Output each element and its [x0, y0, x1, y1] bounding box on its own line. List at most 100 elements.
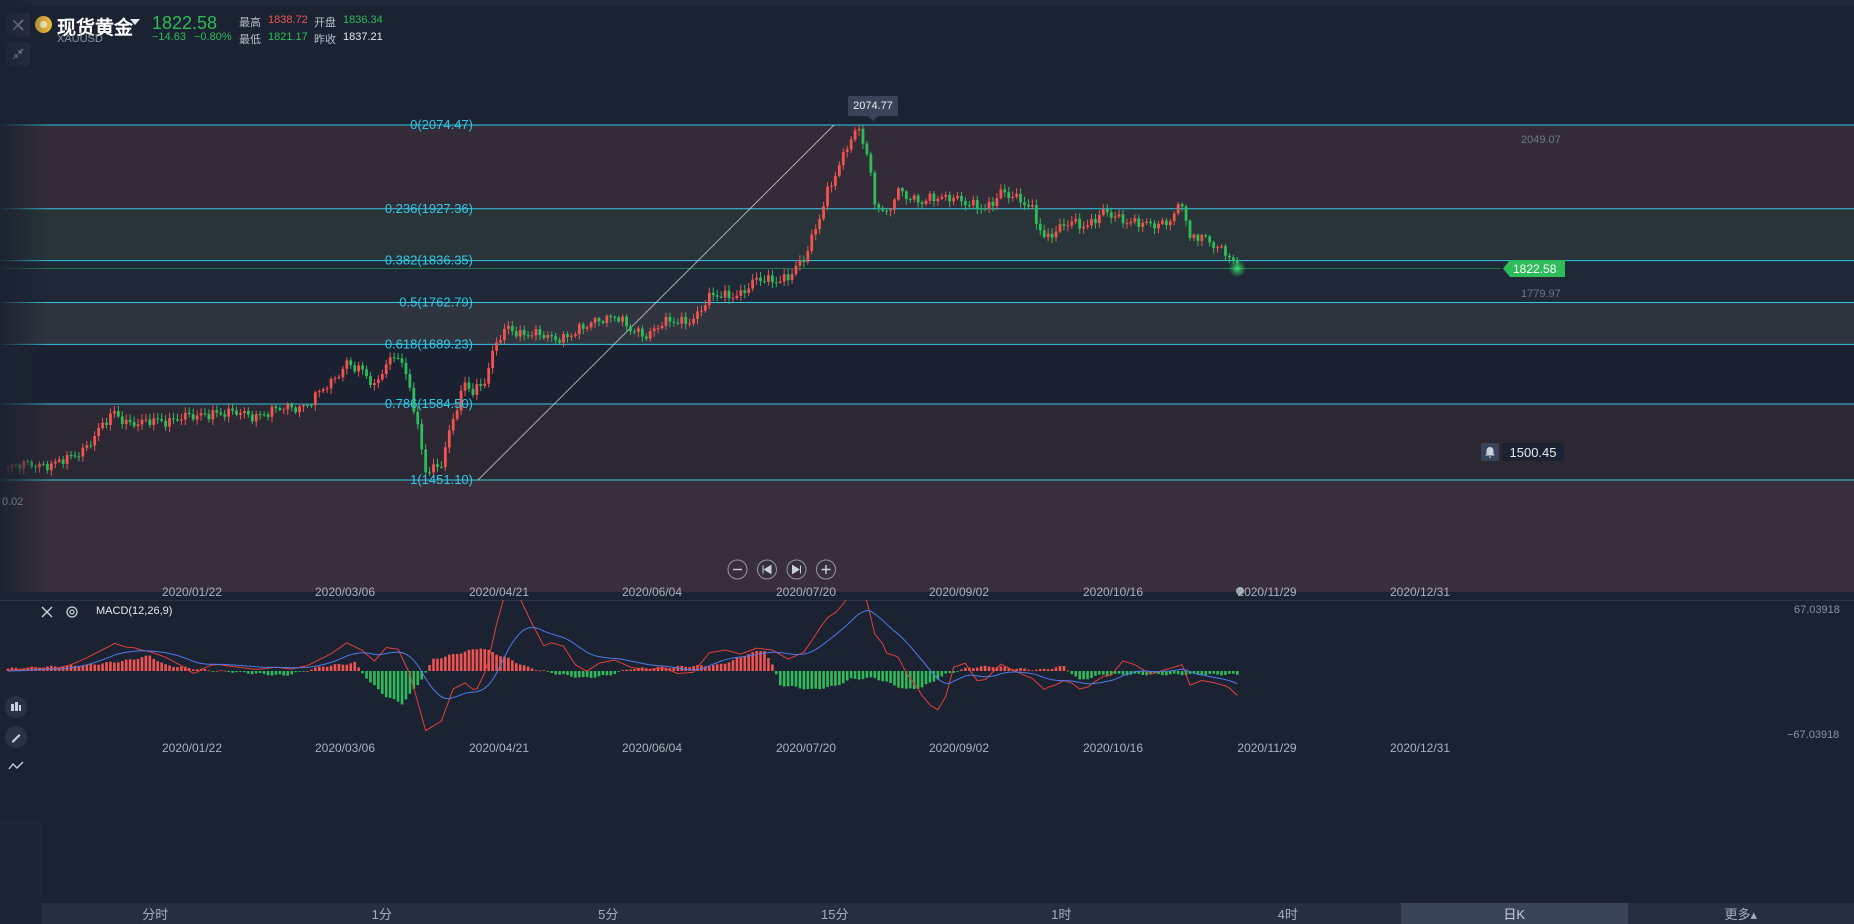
candle: [298, 405, 301, 418]
candle: [885, 208, 889, 216]
macd-bar: [195, 669, 199, 671]
candle: [1074, 213, 1078, 225]
macd-bar: [294, 671, 297, 673]
zoom-in-button[interactable]: [816, 559, 836, 580]
macd-bar: [286, 671, 290, 676]
price-chart[interactable]: 0(2074.47) 0.236(1927.36) 0.382(1836.35) 0.…: [0, 0, 1854, 600]
candle: [302, 403, 305, 412]
timeframe-tab[interactable]: 日K: [1401, 903, 1628, 924]
timeframe-tab[interactable]: 1时: [1051, 907, 1072, 922]
candle: [313, 390, 317, 411]
macd-bar: [885, 671, 888, 682]
candle: [140, 414, 144, 430]
candle: [719, 291, 723, 299]
left-axis-label: 0.02: [2, 496, 24, 508]
macd-bar: [1078, 671, 1081, 680]
timeframe-tab[interactable]: 5分: [598, 907, 619, 922]
macd-bar: [1015, 668, 1018, 671]
symbol-name[interactable]: 现货黄金: [57, 18, 134, 39]
macd-bar: [1232, 671, 1235, 674]
chart-type-button[interactable]: [5, 696, 27, 718]
candle: [700, 305, 703, 317]
macd-line: [7, 600, 1238, 732]
fib-trend-line[interactable]: [477, 124, 835, 481]
macd-bar: [755, 650, 758, 671]
candle: [932, 190, 936, 207]
macd-bar: [168, 665, 171, 671]
macd-bar: [184, 666, 187, 671]
candle: [262, 411, 266, 417]
candle: [944, 191, 948, 202]
candle: [1101, 204, 1105, 217]
forward-button[interactable]: [786, 559, 807, 580]
candle: [1117, 209, 1121, 219]
macd-bar: [14, 667, 18, 671]
chart-controls: [727, 559, 839, 580]
macd-bar: [920, 671, 924, 688]
macd-bar: [723, 663, 727, 671]
candle: [759, 272, 762, 287]
macd-bar: [160, 662, 163, 671]
macd-bar: [1066, 670, 1070, 672]
candle: [1011, 191, 1015, 202]
macd-bar: [365, 671, 368, 679]
macd-bar: [987, 666, 991, 671]
macd-bar: [26, 667, 29, 671]
indicator-settings-button[interactable]: [65, 605, 79, 619]
symbol-dropdown-icon[interactable]: [130, 19, 140, 25]
candle: [617, 315, 621, 324]
macd-bar: [1046, 669, 1050, 671]
candle: [317, 389, 321, 398]
macd-bar: [73, 665, 77, 671]
macd-bar: [337, 663, 341, 671]
macd-bar: [1196, 671, 1200, 675]
rewind-button[interactable]: [757, 559, 777, 580]
macd-bar: [219, 670, 223, 671]
candle: [790, 268, 794, 284]
x-axis-label: 2020/12/31: [1389, 741, 1451, 755]
candle: [57, 456, 61, 464]
indicator-tool-button[interactable]: [5, 755, 27, 777]
macd-bar: [719, 663, 723, 671]
candle: [294, 405, 298, 415]
macd-chart[interactable]: [0, 600, 1854, 750]
timeframe-tab[interactable]: 1分: [371, 907, 392, 922]
candle: [428, 466, 431, 476]
candle: [384, 359, 388, 378]
candle: [755, 272, 758, 286]
high-value: 1838.72: [268, 14, 308, 26]
fib-zone: [0, 404, 1854, 480]
timeframe-tab[interactable]: 4时: [1277, 907, 1298, 922]
macd-bar: [897, 671, 900, 688]
low-label: 最低: [239, 34, 261, 46]
macd-bar: [353, 661, 357, 671]
candle: [656, 324, 660, 334]
draw-tool-button[interactable]: [5, 726, 27, 748]
macd-bar: [475, 649, 479, 671]
macd-bar: [298, 671, 301, 672]
timeframe-tab[interactable]: 15分: [821, 907, 849, 922]
candle: [243, 407, 246, 419]
candle: [109, 408, 112, 431]
candle: [727, 285, 731, 304]
timeframe-tab[interactable]: 分时: [142, 907, 169, 922]
macd-bar: [447, 654, 451, 671]
candle: [144, 413, 148, 423]
macd-bar: [176, 667, 179, 671]
macd-bar: [22, 668, 26, 671]
zoom-out-button[interactable]: [727, 559, 748, 580]
price-change-pct: −0.80%: [194, 31, 232, 43]
macd-bar: [459, 653, 463, 671]
alert-button[interactable]: [1481, 443, 1499, 461]
candle: [897, 186, 900, 202]
candle: [877, 202, 881, 213]
macd-bar: [432, 658, 435, 671]
candle: [1082, 221, 1086, 234]
macd-bar: [357, 667, 360, 671]
high-label: 最高: [239, 17, 261, 29]
macd-bar: [117, 662, 120, 671]
candle: [735, 290, 739, 301]
macd-bar: [999, 666, 1003, 671]
timeframe-tab[interactable]: 更多▴: [1724, 907, 1758, 922]
close-indicator-button[interactable]: [40, 605, 54, 619]
